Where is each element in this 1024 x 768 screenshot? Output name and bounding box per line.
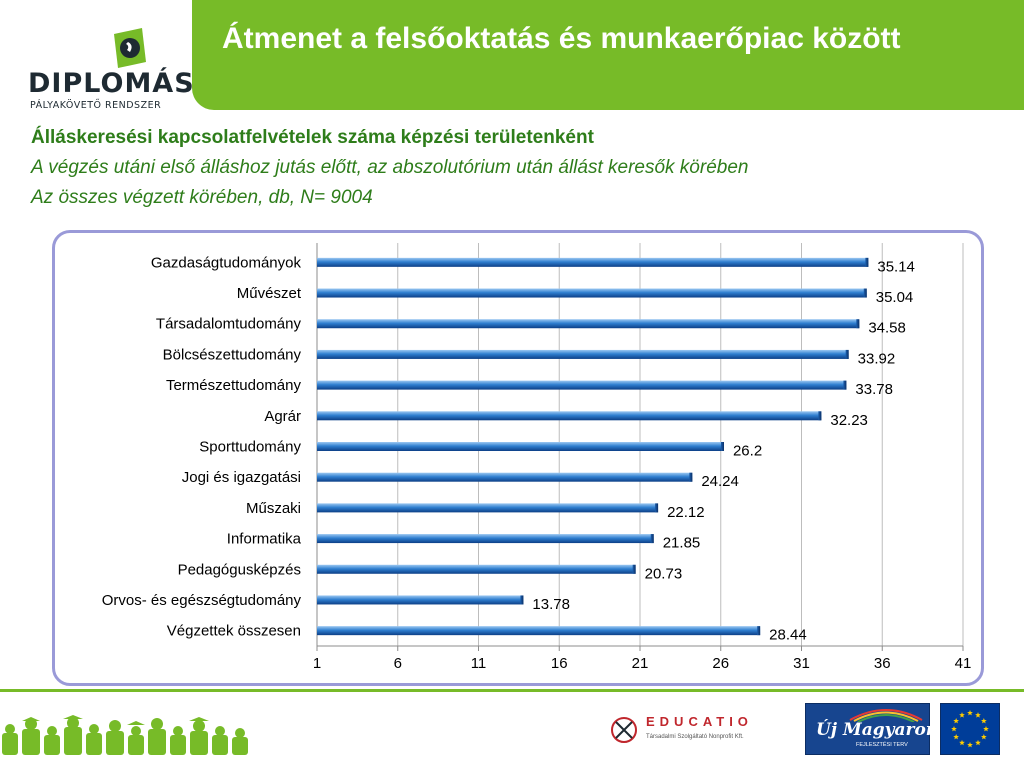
value-label: 34.58 — [868, 320, 906, 337]
x-tick-label: 26 — [712, 655, 729, 672]
rainbow-arc-icon — [849, 709, 923, 722]
category-label: Pedagógusképzés — [178, 561, 301, 578]
eu-star — [975, 712, 981, 718]
bar-end-cap — [655, 503, 659, 513]
bar — [317, 472, 693, 482]
eu-star — [953, 718, 959, 724]
eu-star — [981, 734, 987, 740]
eu-star — [981, 718, 987, 724]
chart-subtitle-base: Az összes végzett körében, db, N= 9004 — [31, 187, 373, 208]
bar — [317, 257, 869, 267]
x-tick-label: 31 — [793, 655, 810, 672]
x-tick-label: 16 — [551, 655, 568, 672]
bar-end-cap — [720, 442, 724, 451]
umft-subtitle: FEJLESZTÉSI TERV — [856, 742, 908, 748]
bar — [317, 564, 636, 574]
uj-magyarorszag-logo: Új Magyarország FEJLESZTÉSI TERV — [805, 703, 977, 755]
bar — [317, 349, 849, 359]
eu-star — [967, 742, 973, 748]
bar — [317, 595, 524, 605]
bar-end-cap — [520, 595, 524, 605]
category-label: Művészet — [237, 285, 302, 302]
diplomas-logo: DIPLOMÁS PÁLYAKÖVETŐ RENDSZER — [28, 28, 194, 111]
bar — [317, 319, 860, 329]
chart-subtitle-scope: A végzés utáni első álláshoz jutás előtt… — [31, 157, 749, 178]
category-label: Agrár — [264, 408, 301, 425]
x-tick-label: 1 — [313, 655, 321, 672]
eu-flag — [940, 703, 1000, 755]
footer-divider — [0, 689, 1024, 692]
bar — [317, 626, 761, 636]
value-label: 21.85 — [663, 535, 701, 552]
value-label: 32.23 — [830, 412, 868, 429]
bar-end-cap — [689, 472, 693, 482]
bar — [317, 503, 659, 513]
value-label: 20.73 — [645, 565, 683, 582]
logo-wordmark: DIPLOMÁS — [28, 68, 195, 99]
bar-end-cap — [845, 349, 849, 359]
category-label: Műszaki — [246, 500, 301, 517]
umft-title: Új Magyarország — [816, 720, 977, 740]
bar — [317, 288, 867, 298]
value-label: 35.04 — [876, 289, 914, 306]
page-title: Átmenet a felsőoktatás és munkaerőpiac k… — [222, 22, 901, 55]
category-label: Informatika — [227, 531, 302, 548]
eu-star — [959, 712, 965, 718]
header-band — [192, 0, 1024, 110]
bar-end-cap — [856, 319, 860, 329]
value-label: 35.14 — [877, 258, 915, 275]
category-label: Végzettek összesen — [167, 623, 301, 640]
x-tick-label: 41 — [955, 655, 972, 672]
bar-end-cap — [863, 288, 867, 298]
x-tick-label: 11 — [471, 655, 487, 672]
category-label: Gazdaságtudományok — [151, 254, 302, 271]
bar-end-cap — [843, 380, 847, 390]
educatio-subtitle: Társadalmi Szolgáltató Nonprofit Kft. — [646, 734, 744, 740]
logo-mark-icon — [114, 28, 146, 68]
eu-star — [983, 726, 989, 732]
eu-star — [959, 739, 965, 746]
bar — [317, 380, 847, 390]
x-tick-label: 6 — [394, 655, 402, 672]
category-label: Természettudomány — [166, 377, 302, 394]
educatio-logo: EDUCATIO Társadalmi Szolgáltató Nonprofi… — [608, 712, 768, 748]
bar-end-cap — [865, 257, 869, 267]
value-label: 28.44 — [769, 627, 807, 644]
bar — [317, 411, 822, 421]
bar-end-cap — [650, 534, 654, 544]
bar — [317, 534, 654, 544]
graduates-crowd-icon — [2, 715, 248, 755]
x-tick-label: 21 — [632, 655, 649, 672]
eu-stars-icon — [951, 710, 989, 748]
category-label: Társadalomtudomány — [156, 316, 302, 333]
category-label: Orvos- és egészségtudomány — [102, 592, 302, 609]
category-label: Sporttudomány — [199, 439, 301, 456]
logo-tagline: PÁLYAKÖVETŐ RENDSZER — [30, 100, 162, 111]
category-label: Jogi és igazgatási — [182, 469, 301, 486]
value-label: 33.92 — [858, 350, 896, 367]
eu-star — [975, 739, 981, 746]
value-label: 33.78 — [855, 381, 893, 398]
chart-subtitle-main: Álláskeresési kapcsolatfelvételek száma … — [31, 127, 594, 148]
value-label: 22.12 — [667, 504, 705, 521]
eu-star — [967, 710, 973, 716]
x-tick-label: 36 — [874, 655, 891, 672]
bar-end-cap — [818, 411, 822, 421]
bar-end-cap — [632, 564, 636, 574]
educatio-name: EDUCATIO — [646, 714, 753, 729]
eu-star — [953, 734, 959, 740]
bar-end-cap — [757, 626, 761, 636]
chart-frame: 1 6 11 16 21 26 31 36 41 Gazdaságtudományok 35.14 M… — [52, 230, 984, 686]
educatio-mark-icon — [611, 717, 637, 743]
value-label: 13.78 — [532, 596, 570, 613]
bar — [317, 442, 724, 451]
value-label: 26.2 — [733, 443, 762, 460]
eu-star — [951, 726, 957, 732]
value-label: 24.24 — [701, 473, 739, 490]
category-label: Bölcsészettudomány — [163, 346, 302, 363]
